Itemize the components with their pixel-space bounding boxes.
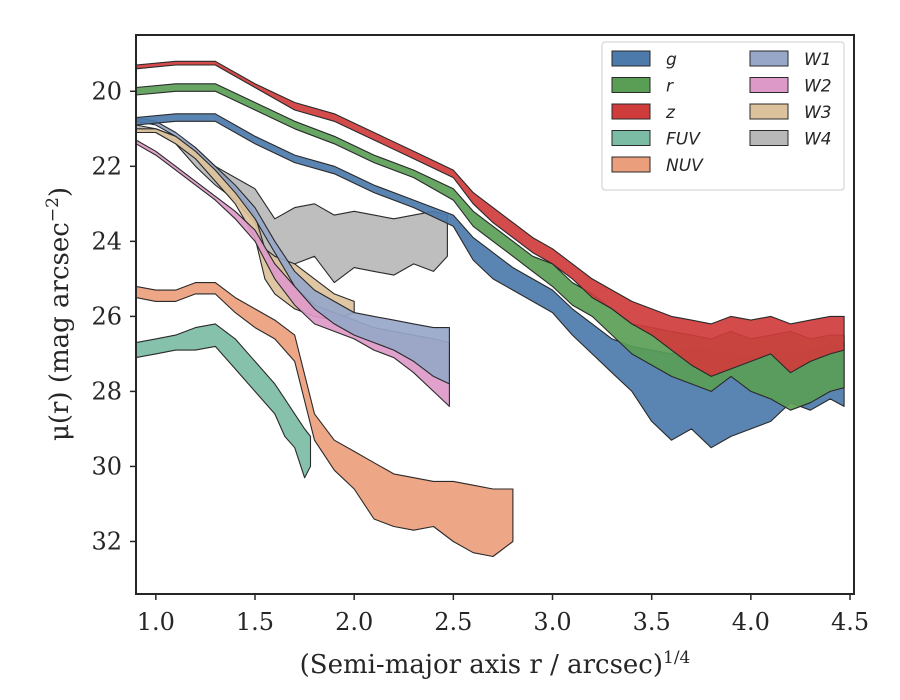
legend-swatch-fuv [611, 130, 651, 146]
legend-label-r: r [666, 77, 674, 97]
legend-swatch-w4 [749, 130, 789, 146]
series-band-z [136, 60, 845, 377]
x-axis-label: (Semi-major axis r / arcsec)1/4 [300, 648, 691, 680]
x-axis: 1.0 1.5 2.0 2.5 3.0 3.5 4.0 4.5 [137, 594, 869, 636]
y-axis-label-superscript: −2 [43, 197, 63, 222]
legend-swatch-z [611, 103, 651, 120]
series-band-r [136, 83, 845, 411]
x-axis-label-superscript: 1/4 [663, 648, 690, 668]
x-tick-label: 3.0 [533, 608, 571, 636]
y-tick-label: 28 [91, 377, 122, 405]
legend-label-fuv: FUV [666, 130, 701, 150]
legend-label-w4: W4 [804, 130, 832, 150]
y-tick-label: 26 [91, 302, 122, 330]
legend-label-w1: W1 [804, 50, 832, 70]
y-tick-label: 20 [91, 77, 122, 105]
legend-label-nuv: NUV [666, 156, 704, 176]
legend-swatch-g [611, 50, 651, 67]
x-tick-label: 4.5 [831, 608, 869, 636]
y-tick-label: 24 [91, 227, 122, 255]
series-band-fuv [136, 323, 312, 479]
series-band-w1 [136, 116, 450, 385]
y-axis-label: μ(r) (mag arcsec−2) [43, 187, 75, 441]
legend-label-w3: W3 [804, 103, 832, 123]
x-tick-label: 1.0 [137, 608, 175, 636]
y-tick-label: 22 [91, 152, 122, 180]
y-tick-label: 32 [91, 527, 122, 555]
x-tick-label: 1.5 [236, 608, 274, 636]
y-axis: 20 22 24 26 28 30 32 [91, 77, 136, 555]
plot-frame [135, 34, 855, 595]
legend-label-g: g [666, 50, 677, 70]
legend-swatch-w3 [749, 103, 789, 120]
legend-label-z: z [665, 103, 676, 123]
legend-swatch-nuv [611, 156, 651, 173]
series-layer [136, 60, 845, 558]
legend: grz FUV NUV W1 W2 W3 W4 [601, 41, 845, 191]
legend-swatch-w2 [749, 77, 789, 93]
x-tick-label: 4.0 [732, 608, 770, 636]
x-tick-label: 3.5 [633, 608, 671, 636]
series-band-nuv [136, 282, 514, 558]
x-tick-label: 2.5 [434, 608, 472, 636]
x-tick-label: 2.0 [335, 608, 373, 636]
legend-label-w2: W2 [804, 77, 832, 97]
legend-swatch-r [611, 77, 651, 93]
legend-swatch-w1 [749, 50, 789, 67]
y-tick-label: 30 [91, 452, 122, 480]
